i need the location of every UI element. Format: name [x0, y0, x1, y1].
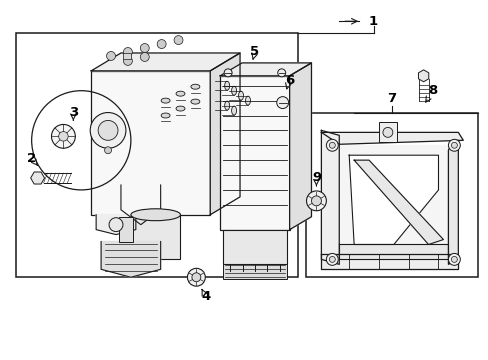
- Polygon shape: [348, 155, 438, 244]
- Polygon shape: [339, 145, 447, 255]
- Polygon shape: [210, 53, 240, 215]
- Circle shape: [311, 196, 321, 206]
- Circle shape: [90, 113, 126, 148]
- Ellipse shape: [190, 99, 200, 104]
- Ellipse shape: [131, 209, 180, 221]
- Circle shape: [98, 121, 118, 140]
- Text: 3: 3: [69, 106, 78, 119]
- Text: 1: 1: [367, 15, 377, 28]
- Polygon shape: [91, 53, 240, 71]
- Ellipse shape: [231, 106, 236, 115]
- Text: 9: 9: [311, 171, 320, 184]
- Circle shape: [328, 256, 335, 262]
- Ellipse shape: [245, 96, 250, 105]
- Circle shape: [325, 139, 338, 151]
- Bar: [122, 53, 131, 59]
- Polygon shape: [101, 242, 161, 277]
- Circle shape: [306, 191, 325, 211]
- Polygon shape: [321, 132, 462, 144]
- Bar: [131, 215, 180, 260]
- Bar: [223, 264, 286, 279]
- Circle shape: [123, 57, 132, 66]
- Bar: [220, 76, 289, 230]
- Circle shape: [51, 125, 75, 148]
- Bar: [16, 33, 297, 277]
- Circle shape: [140, 44, 149, 53]
- Circle shape: [325, 253, 338, 265]
- Circle shape: [106, 51, 115, 60]
- Circle shape: [174, 36, 183, 45]
- Circle shape: [450, 142, 456, 148]
- Circle shape: [447, 253, 459, 265]
- Bar: [378, 122, 396, 142]
- Circle shape: [157, 40, 166, 49]
- Polygon shape: [321, 130, 339, 264]
- Ellipse shape: [190, 84, 200, 89]
- Polygon shape: [96, 215, 136, 235]
- Bar: [305, 113, 477, 277]
- Ellipse shape: [161, 98, 170, 103]
- Polygon shape: [353, 160, 443, 244]
- Circle shape: [328, 142, 335, 148]
- Text: 7: 7: [386, 92, 396, 105]
- Circle shape: [191, 273, 201, 282]
- Ellipse shape: [224, 101, 229, 110]
- Bar: [91, 71, 210, 215]
- Text: 5: 5: [250, 45, 259, 58]
- Circle shape: [447, 139, 459, 151]
- Circle shape: [123, 48, 132, 57]
- Bar: [223, 230, 286, 264]
- Circle shape: [277, 69, 285, 77]
- Circle shape: [450, 256, 456, 262]
- Polygon shape: [339, 244, 447, 260]
- Circle shape: [276, 96, 288, 109]
- Ellipse shape: [161, 113, 170, 118]
- Circle shape: [109, 218, 122, 231]
- Circle shape: [224, 69, 232, 77]
- Ellipse shape: [176, 91, 184, 96]
- Ellipse shape: [224, 81, 229, 90]
- Ellipse shape: [176, 106, 184, 111]
- Text: 6: 6: [285, 74, 294, 87]
- Circle shape: [104, 147, 111, 154]
- Circle shape: [382, 127, 392, 137]
- Bar: [119, 217, 133, 242]
- Ellipse shape: [231, 86, 236, 95]
- Ellipse shape: [238, 91, 243, 100]
- Circle shape: [140, 53, 149, 62]
- Polygon shape: [220, 63, 311, 76]
- Polygon shape: [321, 255, 457, 269]
- Text: 4: 4: [201, 289, 210, 303]
- Circle shape: [59, 131, 68, 141]
- Polygon shape: [447, 140, 457, 264]
- Polygon shape: [289, 63, 311, 230]
- Text: 8: 8: [427, 84, 436, 97]
- Text: 2: 2: [27, 152, 36, 165]
- Circle shape: [187, 268, 205, 286]
